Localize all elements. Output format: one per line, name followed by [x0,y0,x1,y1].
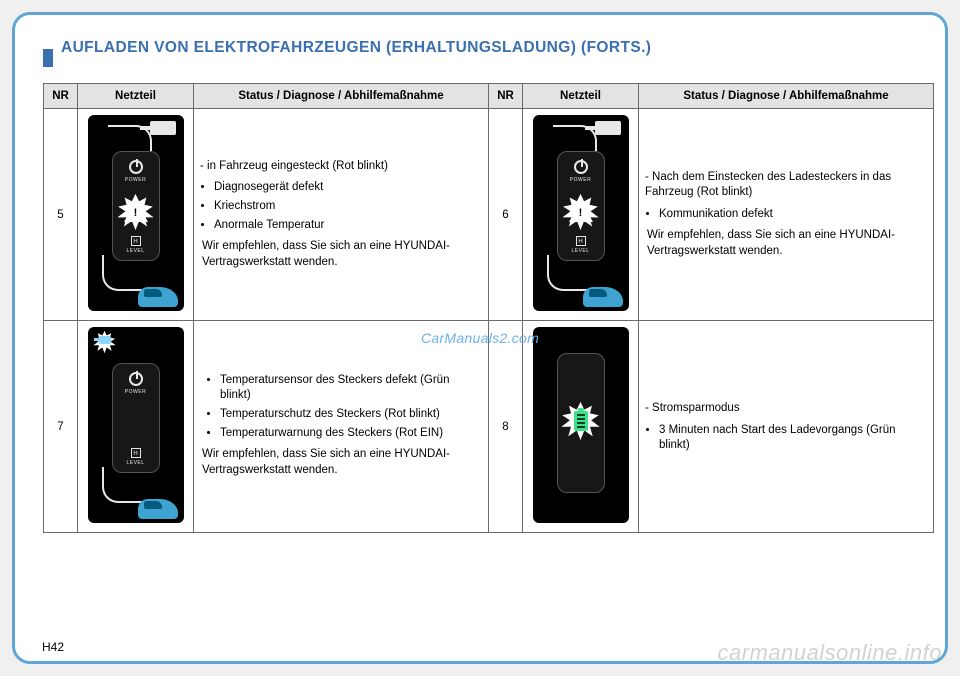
status-line: - Stromsparmodus [645,401,925,417]
status-bullet: Temperaturwarnung des Steckers (Rot EIN) [220,426,480,442]
wall-plug-icon [150,121,176,135]
recommendation: Wir empfehlen, dass Sie sich an eine HYU… [647,228,925,259]
battery-burst-icon [562,402,600,440]
power-icon [129,372,143,386]
cell-nr: 6 [489,109,523,321]
cell-status: Temperatursensor des Steckers defekt (Gr… [194,321,489,533]
charger-unit: POWER H LEVEL [112,151,160,261]
charger-device-powermode [533,327,629,523]
cell-status: - Stromsparmodus 3 Minuten nach Start de… [639,321,934,533]
page-number: H42 [42,640,64,654]
level-box: H [131,448,141,458]
charger-device-fault: POWER H LEVEL [533,115,629,311]
power-label: POWER [558,177,604,183]
table-row: 7 POWER H LEVEL [44,321,934,533]
recommendation: Wir empfehlen, dass Sie sich an eine HYU… [202,447,480,478]
wall-plug-icon [595,121,621,135]
level-label: LEVEL [113,460,159,466]
header-nr: NR [489,84,523,109]
power-label: POWER [113,177,159,183]
cell-nr: 8 [489,321,523,533]
car-icon [583,287,623,307]
status-bullet: Temperatursensor des Steckers defekt (Gr… [220,373,480,404]
cell-netzteil: POWER H LEVEL [523,109,639,321]
status-table: NR Netzteil Status / Diagnose / Abhilfem… [43,83,934,533]
table-header-row: NR Netzteil Status / Diagnose / Abhilfem… [44,84,934,109]
level-label: LEVEL [558,248,604,254]
header-nr: NR [44,84,78,109]
charger-device-plugwarn: POWER H LEVEL [88,327,184,523]
cell-nr: 5 [44,109,78,321]
level-box: H [131,236,141,246]
status-bullet: Anormale Temperatur [214,218,480,234]
cell-netzteil: POWER H LEVEL [78,321,194,533]
header-netzteil: Netzteil [78,84,194,109]
status-bullet: Kriechstrom [214,199,480,215]
status-line: - in Fahrzeug eingesteckt (Rot blinkt) [200,159,480,175]
cell-nr: 7 [44,321,78,533]
level-label: LEVEL [113,248,159,254]
charger-device-fault: POWER H LEVEL [88,115,184,311]
page-title: AUFLADEN VON ELEKTROFAHRZEUGEN (ERHALTUN… [61,39,917,57]
power-icon [574,160,588,174]
status-bullet: Temperaturschutz des Steckers (Rot blink… [220,407,480,423]
manual-page: AUFLADEN VON ELEKTROFAHRZEUGEN (ERHALTUN… [12,12,948,664]
cell-netzteil: POWER H LEVEL [78,109,194,321]
charger-unit: POWER H LEVEL [112,363,160,473]
table-row: 5 POWER H LEVEL [44,109,934,321]
level-box: H [576,236,586,246]
status-bullet: Kommunikation defekt [659,207,925,223]
car-icon [138,287,178,307]
power-icon [129,160,143,174]
header-status: Status / Diagnose / Abhilfemaßnahme [194,84,489,109]
section-marker [43,49,53,67]
cell-status: - in Fahrzeug eingesteckt (Rot blinkt) D… [194,109,489,321]
header-netzteil: Netzteil [523,84,639,109]
header-status: Status / Diagnose / Abhilfemaßnahme [639,84,934,109]
car-icon [138,499,178,519]
status-line: - Nach dem Einstecken des Ladesteckers i… [645,170,925,201]
cell-status: - Nach dem Einstecken des Ladesteckers i… [639,109,934,321]
fault-icon [118,194,154,230]
charger-unit [557,353,605,493]
status-bullet: 3 Minuten nach Start des Ladevorgangs (G… [659,423,925,454]
power-label: POWER [113,389,159,395]
status-bullet: Diagnosegerät defekt [214,180,480,196]
fault-icon [563,194,599,230]
recommendation: Wir empfehlen, dass Sie sich an eine HYU… [202,239,480,270]
cell-netzteil [523,321,639,533]
plug-burst-icon [94,331,116,353]
charger-unit: POWER H LEVEL [557,151,605,261]
